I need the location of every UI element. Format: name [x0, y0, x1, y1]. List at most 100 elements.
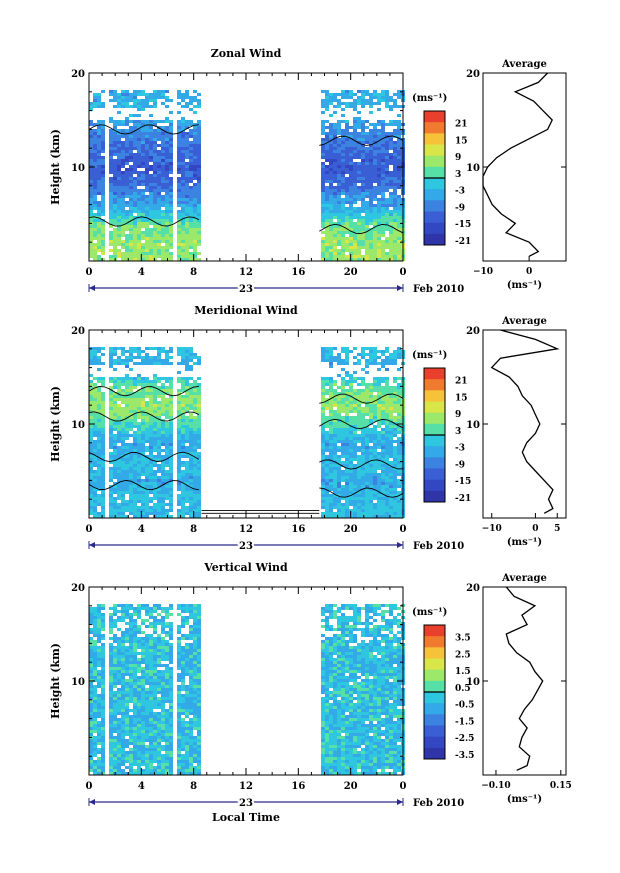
heatmap-cell	[161, 183, 165, 186]
heatmap-cell	[345, 129, 349, 132]
heatmap-cell	[393, 476, 397, 479]
heatmap-cell	[169, 144, 173, 147]
heatmap-cell	[361, 416, 365, 419]
heatmap-cell	[185, 180, 189, 183]
heatmap-cell	[389, 231, 393, 234]
heatmap-cell	[373, 147, 377, 150]
heatmap-cell	[325, 228, 329, 231]
heatmap-cell	[93, 189, 97, 192]
heatmap-cell	[333, 207, 337, 210]
heatmap-cell	[161, 398, 165, 401]
heatmap-cell	[161, 413, 165, 416]
heatmap-cell	[93, 694, 97, 697]
heatmap-cell	[121, 353, 125, 356]
heatmap-cell	[153, 401, 157, 404]
heatmap-cell	[333, 401, 337, 404]
heatmap-cell	[341, 350, 345, 353]
heatmap-cell	[153, 347, 157, 350]
heatmap-cell	[385, 482, 389, 485]
heatmap-cell	[325, 437, 329, 440]
heatmap-cell	[149, 219, 153, 222]
heatmap-cell	[161, 177, 165, 180]
heatmap-cell	[389, 198, 393, 201]
heatmap-cell	[397, 413, 401, 416]
heatmap-cell	[157, 485, 161, 488]
heatmap-cell	[345, 389, 349, 392]
heatmap-cell	[129, 165, 133, 168]
heatmap-cell	[329, 144, 333, 147]
heatmap-cell	[113, 428, 117, 431]
heatmap-cell	[177, 153, 181, 156]
heatmap-cell	[149, 383, 153, 386]
heatmap-cell	[381, 473, 385, 476]
heatmap-cell	[329, 132, 333, 135]
heatmap-cell	[193, 174, 197, 177]
heatmap-cell	[121, 186, 125, 189]
heatmap-cell	[377, 416, 381, 419]
heatmap-cell	[369, 213, 373, 216]
heatmap-cell	[153, 249, 157, 252]
heatmap-cell	[369, 500, 373, 503]
heatmap-cell	[125, 213, 129, 216]
heatmap-cell	[329, 123, 333, 126]
heatmap-cell	[109, 404, 113, 407]
heatmap-cell	[321, 428, 325, 431]
heatmap-cell	[89, 754, 93, 757]
heatmap-cell	[97, 455, 101, 458]
heatmap-cell	[385, 180, 389, 183]
heatmap-cell	[197, 174, 201, 177]
heatmap-cell	[165, 255, 169, 258]
heatmap-cell	[365, 135, 369, 138]
heatmap-cell	[369, 389, 373, 392]
heatmap-cell	[129, 159, 133, 162]
heatmap-cell	[389, 392, 393, 395]
heatmap-cell	[357, 446, 361, 449]
heatmap-cell	[365, 171, 369, 174]
heatmap-cell	[145, 105, 149, 108]
heatmap-cell	[93, 135, 97, 138]
heatmap-cell	[321, 219, 325, 222]
heatmap-cell	[129, 377, 133, 380]
heatmap-cell	[333, 213, 337, 216]
heatmap-cell	[113, 440, 117, 443]
heatmap-cell	[345, 395, 349, 398]
heatmap-cell	[149, 455, 153, 458]
heatmap-cell	[345, 249, 349, 252]
heatmap-cell	[117, 234, 121, 237]
heatmap-cell	[121, 509, 125, 512]
heatmap-cell	[93, 410, 97, 413]
heatmap-cell	[341, 156, 345, 159]
heatmap-cell	[93, 213, 97, 216]
heatmap-cell	[185, 383, 189, 386]
heatmap-cell	[197, 482, 201, 485]
heatmap-cell	[321, 425, 325, 428]
heatmap-cell	[141, 470, 145, 473]
heatmap-cell	[133, 180, 137, 183]
heatmap-cell	[117, 479, 121, 482]
heatmap-cell	[133, 132, 137, 135]
heatmap-cell	[129, 132, 133, 135]
heatmap-cell	[337, 150, 341, 153]
heatmap-cell	[89, 201, 93, 204]
heatmap-cell	[117, 138, 121, 141]
heatmap-cell	[161, 383, 165, 386]
heatmap-cell	[89, 410, 93, 413]
heatmap-cell	[389, 434, 393, 437]
heatmap-cell	[133, 258, 137, 261]
heatmap-cell	[161, 225, 165, 228]
heatmap-cell	[369, 183, 373, 186]
heatmap-cell	[149, 467, 153, 470]
heatmap-cell	[153, 461, 157, 464]
heatmap-cell	[385, 347, 389, 350]
heatmap-cell	[373, 353, 377, 356]
heatmap-cell	[361, 470, 365, 473]
heatmap-cell	[121, 162, 125, 165]
heatmap-cell	[389, 512, 393, 515]
heatmap-cell	[137, 428, 141, 431]
heatmap-cell	[97, 174, 101, 177]
heatmap-cell	[161, 515, 165, 518]
heatmap-cell	[393, 93, 397, 96]
heatmap-cell	[185, 437, 189, 440]
heatmap-cell	[353, 168, 357, 171]
